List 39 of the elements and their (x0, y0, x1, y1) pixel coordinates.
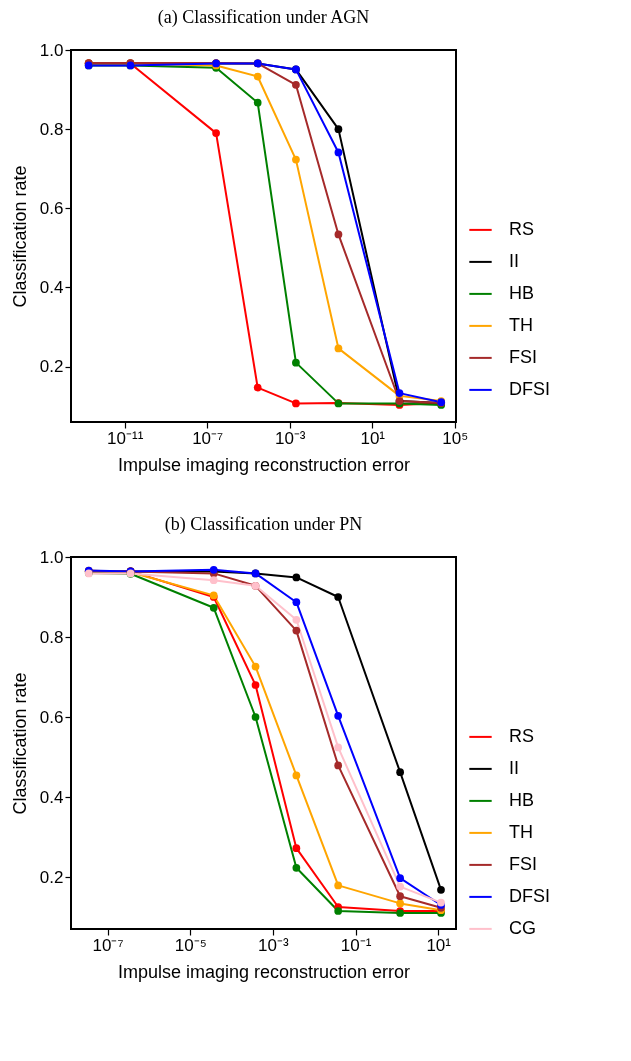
x-tick-label: 10⁻³ (258, 935, 290, 955)
x-tick-label: 10⁻⁷ (92, 935, 124, 955)
y-tick-label: 0.2 (39, 867, 64, 887)
x-tick-label: 10¹ (360, 428, 386, 448)
y-tick-label: 1.0 (39, 547, 64, 567)
x-tick-label: 10⁻³ (274, 428, 306, 448)
x-axis-title: Impulse imaging reconstruction error (117, 454, 411, 475)
y-tick-label: 0.8 (39, 119, 64, 139)
legend-label: TH (509, 314, 533, 335)
legend-label: CG (509, 917, 536, 938)
legend-label: II (509, 250, 520, 271)
chart-title: (a) Classification under AGN (157, 7, 370, 28)
x-tick-label: 10⁵ (442, 428, 469, 448)
legend-label: II (509, 757, 520, 778)
y-tick-label: 1.0 (39, 40, 64, 60)
y-tick-label: 0.8 (39, 627, 64, 647)
y-tick-label: 0.6 (39, 707, 64, 727)
y-axis-title: Classification rate (9, 672, 30, 815)
x-tick-label: 10⁻⁷ (192, 428, 224, 448)
legend-label: RS (509, 725, 535, 746)
y-tick-label: 0.4 (39, 787, 64, 807)
legend-label: HB (509, 789, 535, 810)
y-tick-label: 0.4 (39, 277, 64, 297)
x-tick-label: 10⁻¹ (340, 935, 372, 955)
legend-label: FSI (509, 853, 538, 874)
legend-label: DFSI (509, 885, 551, 906)
chart-title: (b) Classification under PN (164, 514, 363, 535)
legend-label: DFSI (509, 378, 551, 399)
legend-label: HB (509, 282, 535, 303)
legend-label: TH (509, 821, 533, 842)
legend-label: RS (509, 218, 535, 239)
y-tick-label: 0.2 (39, 357, 64, 377)
y-axis-title: Classification rate (9, 165, 30, 308)
x-tick-label: 10⁻¹¹ (107, 428, 144, 448)
x-tick-label: 10⁻⁵ (174, 935, 207, 955)
x-axis-title: Impulse imaging reconstruction error (117, 961, 411, 982)
y-tick-label: 0.6 (39, 198, 64, 218)
legend-label: FSI (509, 346, 538, 367)
x-tick-label: 10¹ (426, 935, 452, 955)
